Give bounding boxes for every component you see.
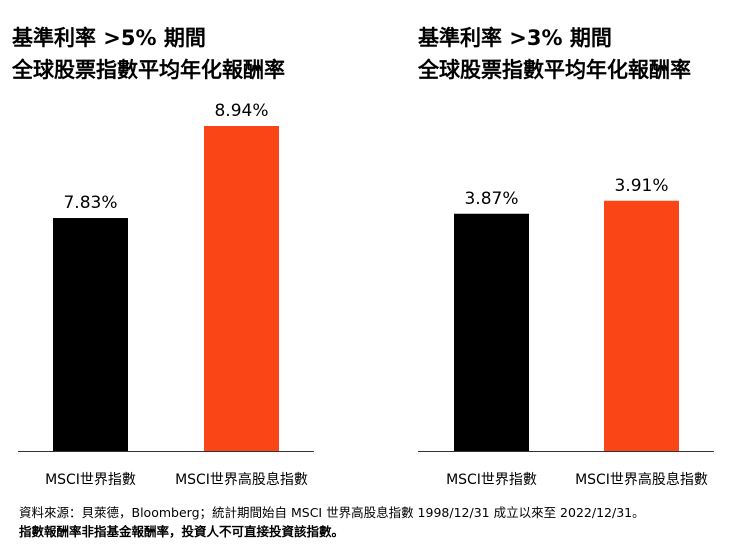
- bar-2-1: [454, 213, 529, 451]
- category-label: MSCI世界指數: [45, 472, 136, 488]
- data-label: 3.87%: [464, 189, 518, 209]
- category-label: MSCI世界高股息指數: [175, 471, 308, 488]
- left-title-line-1: 基準利率 >5% 期間: [12, 26, 206, 50]
- source-note: 資料來源：貝萊德，Bloomberg；統計期間始自 MSCI 世界高股息指數 1…: [19, 505, 645, 520]
- disclaimer-note: 指數報酬率非指基金報酬率，投資人不可直接投資該指數。: [19, 524, 345, 539]
- left-chart-title: 基準利率 >5% 期間 全球股票指數平均年化報酬率: [12, 22, 285, 86]
- right-title-line-2: 全球股票指數平均年化報酬率: [418, 58, 691, 82]
- category-label: MSCI世界指數: [446, 472, 537, 488]
- category-label: MSCI世界高股息指數: [575, 471, 708, 488]
- data-label: 3.91%: [614, 176, 668, 196]
- data-label: 7.83%: [63, 193, 117, 213]
- bar-2-2: [604, 200, 679, 451]
- left-title-line-2: 全球股票指數平均年化報酬率: [12, 58, 285, 82]
- right-chart-title: 基準利率 >3% 期間 全球股票指數平均年化報酬率: [418, 22, 691, 86]
- data-label: 8.94%: [214, 101, 268, 121]
- bar-1-2: [204, 126, 279, 451]
- bar-1-1: [53, 218, 128, 451]
- right-title-line-1: 基準利率 >3% 期間: [418, 26, 612, 50]
